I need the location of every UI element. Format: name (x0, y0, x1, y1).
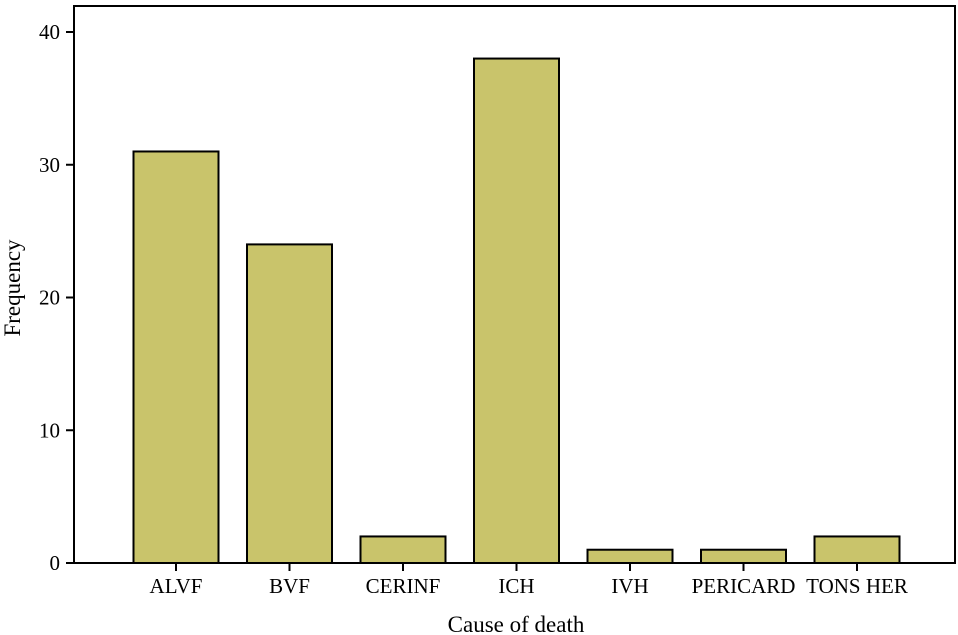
x-tick-label: PERICARD (692, 574, 796, 598)
y-tick-label: 10 (39, 418, 60, 442)
y-tick-label: 0 (50, 551, 61, 575)
bar-ich (473, 57, 560, 565)
y-axis-title: Frequency (0, 239, 25, 337)
y-axis: 0 10 20 30 40 (39, 20, 74, 575)
bar-pericard (700, 548, 787, 564)
bar-alvf (132, 150, 220, 564)
y-tick-label: 40 (39, 20, 60, 44)
x-tick-label: ALVF (150, 574, 203, 598)
y-tick-label: 30 (39, 153, 60, 177)
x-axis-title: Cause of death (448, 612, 585, 635)
x-tick-label: CERINF (366, 574, 441, 598)
x-tick-label: IVH (611, 574, 648, 598)
bar-cerinf (359, 535, 447, 565)
bar-bvf (246, 243, 333, 564)
x-axis: ALVF BVF CERINF ICH IVH PERICARD TONS HER (150, 563, 908, 598)
bars (132, 57, 901, 565)
x-tick-label: ICH (498, 574, 534, 598)
bar-ivh (586, 548, 674, 564)
x-tick-label: TONS HER (806, 574, 908, 598)
y-tick-label: 20 (39, 286, 60, 310)
x-tick-label: BVF (269, 574, 310, 598)
bar-tons-her (813, 535, 901, 565)
